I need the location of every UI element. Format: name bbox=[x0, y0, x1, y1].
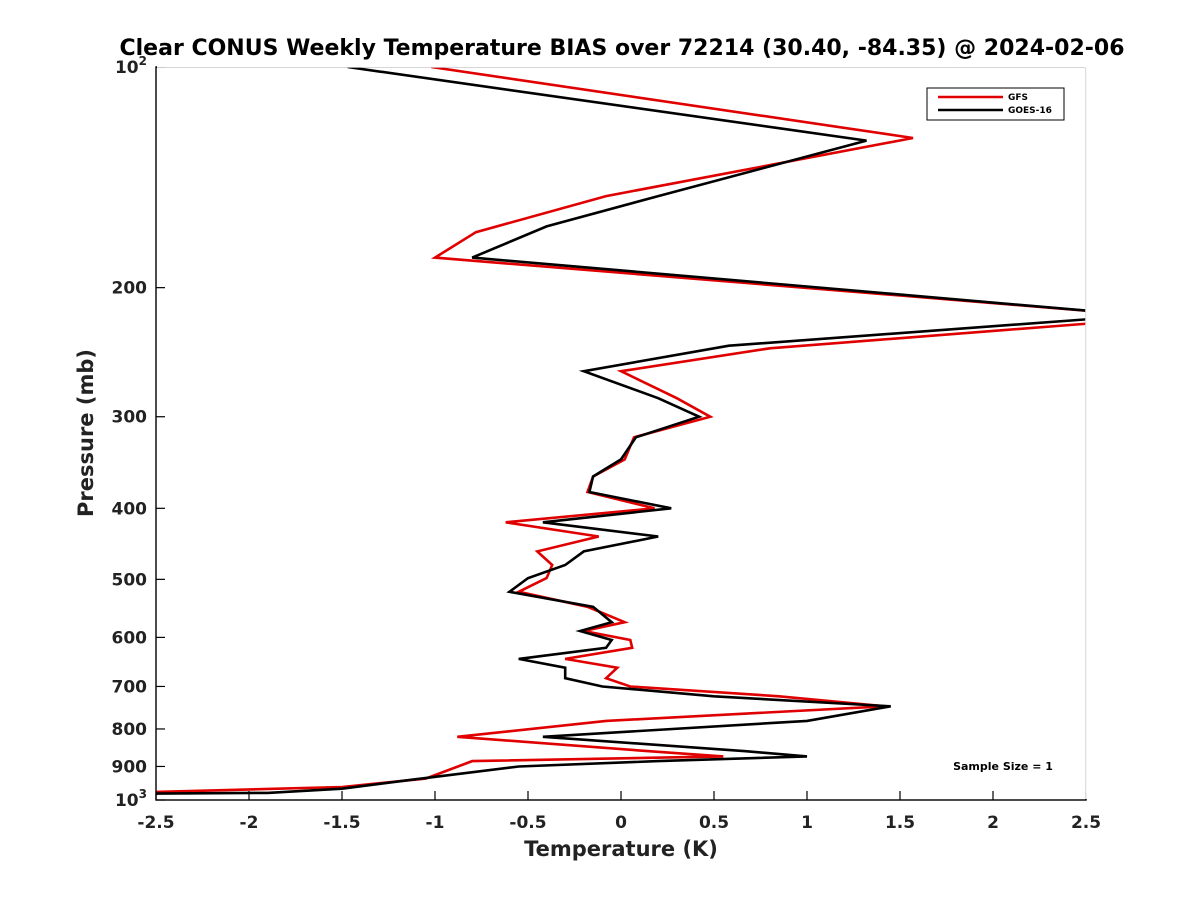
plot-right-top-mask bbox=[157, 66, 1086, 68]
y-axis-label: Pressure (mb) bbox=[74, 349, 98, 517]
y-tick-label: 600 bbox=[112, 628, 148, 648]
x-tick-label: 2.5 bbox=[1071, 813, 1101, 833]
x-tick-label: -1 bbox=[426, 813, 445, 833]
x-axis-label: Temperature (K) bbox=[524, 837, 718, 861]
x-tick-label: 0.5 bbox=[699, 813, 729, 833]
legend-label-gfs: GFS bbox=[1008, 93, 1028, 103]
legend-box bbox=[926, 87, 1065, 121]
y-tick-label: 102 bbox=[115, 54, 147, 78]
x-tick-label: -2.5 bbox=[137, 813, 174, 833]
series-line-goes16 bbox=[156, 67, 1086, 795]
legend-label-goes16: GOES-16 bbox=[1008, 106, 1052, 116]
x-tick-label: 1.5 bbox=[885, 813, 915, 833]
y-tick-label: 200 bbox=[112, 279, 148, 299]
x-tick-label: 0 bbox=[615, 813, 627, 833]
plot-right-mask bbox=[1085, 66, 1087, 799]
x-tick-label: -1.5 bbox=[323, 813, 360, 833]
x-tick-label: -2 bbox=[240, 813, 259, 833]
sample-size-annotation: Sample Size = 1 bbox=[953, 760, 1053, 773]
chart-title: Clear CONUS Weekly Temperature BIAS over… bbox=[119, 36, 1124, 61]
y-axis-ticks: 102 200 300 400 500 600 700 800 900 103 bbox=[112, 54, 165, 811]
legend: GFS GOES-16 bbox=[926, 87, 1065, 121]
y-tick-label: 300 bbox=[112, 408, 148, 428]
y-tick-label: 400 bbox=[112, 499, 148, 519]
x-axis-ticks: -2.5 -2 -1.5 -1 -0.5 0 0.5 1 1.5 2 2.5 bbox=[137, 791, 1101, 833]
series-line-gfs bbox=[156, 67, 1086, 796]
plot-axes-frame bbox=[155, 66, 1087, 801]
y-tick-label: 900 bbox=[112, 757, 148, 777]
x-tick-label: -0.5 bbox=[509, 813, 546, 833]
x-tick-label: 2 bbox=[987, 813, 999, 833]
x-tick-label: 1 bbox=[801, 813, 813, 833]
series-layer bbox=[156, 67, 1086, 796]
y-tick-label: 103 bbox=[115, 787, 147, 811]
y-tick-label: 500 bbox=[112, 570, 148, 590]
y-tick-label: 700 bbox=[112, 677, 148, 697]
y-tick-label: 800 bbox=[112, 720, 148, 740]
